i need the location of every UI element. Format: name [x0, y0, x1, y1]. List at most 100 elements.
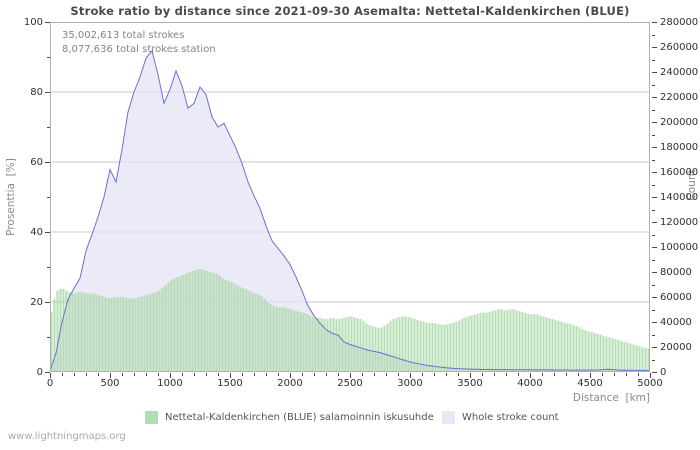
ratio-bar	[197, 269, 200, 372]
y-right-tick-major	[652, 72, 657, 73]
ratio-bar	[152, 292, 155, 372]
ratio-bar	[590, 332, 593, 372]
ratio-bar	[140, 296, 143, 372]
x-tick-minor	[314, 373, 315, 376]
ratio-bar	[293, 310, 296, 372]
ratio-bar	[284, 307, 287, 372]
ratio-bar	[314, 317, 317, 372]
y-right-tick-major	[652, 272, 657, 273]
y-right-tick-label: 140000	[660, 192, 699, 203]
ratio-bar	[74, 292, 77, 372]
y-right-tick-minor	[652, 34, 655, 36]
y-right-tick-major	[652, 172, 657, 173]
y-left-tick-major	[45, 372, 50, 373]
x-tick-minor	[194, 373, 195, 376]
x-tick-label: 4000	[517, 378, 543, 389]
ratio-bar	[320, 318, 323, 372]
ratio-bar	[461, 318, 464, 372]
ratio-bar	[92, 293, 95, 372]
ratio-bar	[362, 320, 365, 372]
x-tick-major	[350, 373, 351, 378]
ratio-bar	[368, 325, 371, 372]
ratio-bar	[71, 292, 74, 372]
y-right-tick-minor	[652, 184, 655, 186]
ratio-bar	[356, 318, 359, 372]
y-right-tick-label: 20000	[660, 342, 692, 353]
x-tick-minor	[278, 373, 279, 376]
ratio-bar	[632, 344, 635, 372]
ratio-bar	[566, 323, 569, 372]
x-tick-minor	[626, 373, 627, 376]
y-right-tick-major	[652, 372, 657, 373]
y-right-tick-minor	[652, 234, 655, 236]
x-tick-minor	[146, 373, 147, 376]
y-right-tick-minor	[652, 259, 655, 261]
ratio-bar	[419, 320, 422, 372]
ratio-bar	[263, 298, 266, 372]
x-tick-minor	[446, 373, 447, 376]
ratio-bar	[248, 290, 251, 372]
ratio-bar	[86, 293, 89, 372]
ratio-bar	[467, 316, 470, 372]
y-right-tick-label: 260000	[660, 42, 699, 53]
ratio-bar	[446, 324, 449, 372]
ratio-bar	[176, 277, 179, 372]
x-tick-label: 1500	[217, 378, 243, 389]
ratio-bar	[635, 345, 638, 372]
ratio-bar	[515, 310, 518, 372]
x-tick-minor	[554, 373, 555, 376]
ratio-bar	[620, 340, 623, 372]
ratio-bar	[434, 323, 437, 372]
y-left-tick-minor	[47, 197, 50, 198]
y-right-tick-label: 240000	[660, 67, 699, 78]
ratio-bar	[455, 321, 458, 372]
x-tick-minor	[494, 373, 495, 376]
ratio-bar	[476, 313, 479, 372]
y-left-tick-label: 40	[30, 227, 43, 238]
ratio-bar	[50, 312, 53, 372]
x-tick-minor	[326, 373, 327, 376]
x-tick-minor	[458, 373, 459, 376]
ratio-bar	[206, 270, 209, 372]
x-tick-minor	[206, 373, 207, 376]
y-right-tick-major	[652, 147, 657, 148]
ratio-bar	[611, 338, 614, 372]
y-right-tick-major	[652, 22, 657, 23]
ratio-bar	[212, 272, 215, 372]
ratio-bar	[602, 335, 605, 372]
ratio-bar	[359, 319, 362, 372]
ratio-bar	[107, 298, 110, 372]
y-right-tick-label: 160000	[660, 167, 699, 178]
ratio-bar	[326, 319, 329, 372]
y-right-tick-major	[652, 297, 657, 298]
y-left-tick-label: 60	[30, 157, 43, 168]
ratio-bar	[371, 326, 374, 372]
ratio-bar	[80, 291, 83, 372]
ratio-bar	[443, 324, 446, 372]
ratio-bar	[131, 298, 134, 372]
x-tick-minor	[506, 373, 507, 376]
ratio-bar	[188, 271, 191, 372]
y-left-tick-minor	[47, 57, 50, 58]
ratio-bar	[272, 305, 275, 372]
ratio-bar	[638, 346, 641, 372]
y-right-tick-minor	[652, 334, 655, 336]
x-tick-minor	[602, 373, 603, 376]
ratio-bar	[68, 291, 71, 372]
ratio-bar	[182, 274, 185, 372]
legend-label-ratio: Nettetal-Kaldenkirchen (BLUE) salamoinni…	[165, 412, 434, 423]
y-right-tick-label: 200000	[660, 117, 699, 128]
ratio-bar	[617, 340, 620, 372]
ratio-bar	[554, 319, 557, 372]
count-line	[50, 49, 650, 371]
x-tick-minor	[398, 373, 399, 376]
ratio-bar	[230, 281, 233, 372]
x-tick-minor	[266, 373, 267, 376]
x-tick-minor	[566, 373, 567, 376]
y-left-tick-minor	[47, 337, 50, 338]
ratio-bar	[77, 291, 80, 372]
ratio-bar	[578, 327, 581, 372]
ratio-bar	[377, 327, 380, 372]
y-left-tick-label: 80	[30, 87, 43, 98]
